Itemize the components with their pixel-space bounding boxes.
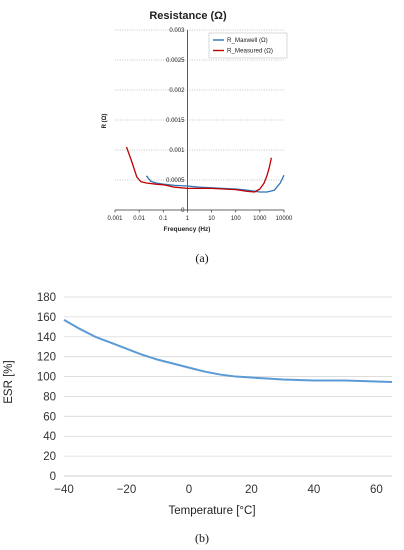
y-tick-label: 60 bbox=[43, 411, 56, 423]
legend: R_Maxwell (Ω) R_Measured (Ω) bbox=[208, 32, 288, 59]
y-tick-label: 0.001 bbox=[169, 148, 185, 154]
x-tick-label: 60 bbox=[370, 484, 383, 496]
x-tick-label: −40 bbox=[54, 484, 74, 496]
x-tick-label: 0.1 bbox=[159, 216, 168, 222]
x-axis-label: Temperature [°C] bbox=[168, 505, 255, 517]
series-line-esr bbox=[63, 319, 393, 384]
legend-label-measured: R_Measured (Ω) bbox=[227, 48, 273, 55]
x-tick-label: 0.01 bbox=[133, 216, 145, 222]
x-tick-label: 10000 bbox=[276, 216, 293, 222]
x-tick-label: 100 bbox=[231, 216, 242, 222]
y-tick-label: 0.0015 bbox=[166, 118, 185, 124]
y-tick-label: 0 bbox=[181, 208, 185, 214]
y-tick-label: 120 bbox=[37, 352, 56, 364]
y-tick-label: 160 bbox=[37, 312, 56, 324]
y-tick-label: 140 bbox=[37, 332, 56, 344]
x-tick-label: 20 bbox=[245, 484, 258, 496]
caption-a: (a) bbox=[195, 251, 208, 265]
x-axis-label: Frequency (Hz) bbox=[164, 226, 211, 233]
y-tick-label: 0.0005 bbox=[166, 178, 185, 184]
y-tick-label: 0 bbox=[50, 471, 56, 483]
x-tick-label: 10 bbox=[208, 216, 215, 222]
legend-box bbox=[208, 32, 288, 59]
y-axis-label: ESR [%] bbox=[3, 360, 15, 403]
x-tick-label: 40 bbox=[308, 484, 321, 496]
y-axis-label: R (Ω) bbox=[102, 114, 108, 129]
x-tick-label: 1 bbox=[186, 216, 190, 222]
series-line-measured bbox=[125, 146, 273, 193]
y-tick-label: 0.002 bbox=[169, 88, 185, 94]
chart-esr-temperature: 0 20 40 60 80 100 120 140 160 180 −40 −20 0 20 40 60 E… bbox=[3, 292, 393, 517]
x-tick-label: 0.001 bbox=[107, 216, 123, 222]
y-tick-label: 20 bbox=[43, 451, 56, 463]
chart-resistance: Resistance (Ω) 0 0.0005 0.001 0.0015 0.002 0.… bbox=[102, 10, 293, 233]
y-tick-label: 0.0025 bbox=[166, 58, 185, 64]
chart-title: Resistance (Ω) bbox=[149, 10, 227, 22]
y-tick-label: 180 bbox=[37, 292, 56, 304]
y-tick-label: 80 bbox=[43, 391, 56, 403]
x-tick-label: 0 bbox=[186, 484, 192, 496]
legend-label-maxwell: R_Maxwell (Ω) bbox=[227, 37, 268, 44]
x-tick-label: −20 bbox=[117, 484, 137, 496]
caption-b: (b) bbox=[195, 531, 209, 545]
y-tick-label: 40 bbox=[43, 431, 56, 443]
y-tick-label: 100 bbox=[37, 372, 56, 384]
x-tick-label: 1000 bbox=[253, 216, 267, 222]
y-tick-label: 0.003 bbox=[169, 28, 185, 34]
